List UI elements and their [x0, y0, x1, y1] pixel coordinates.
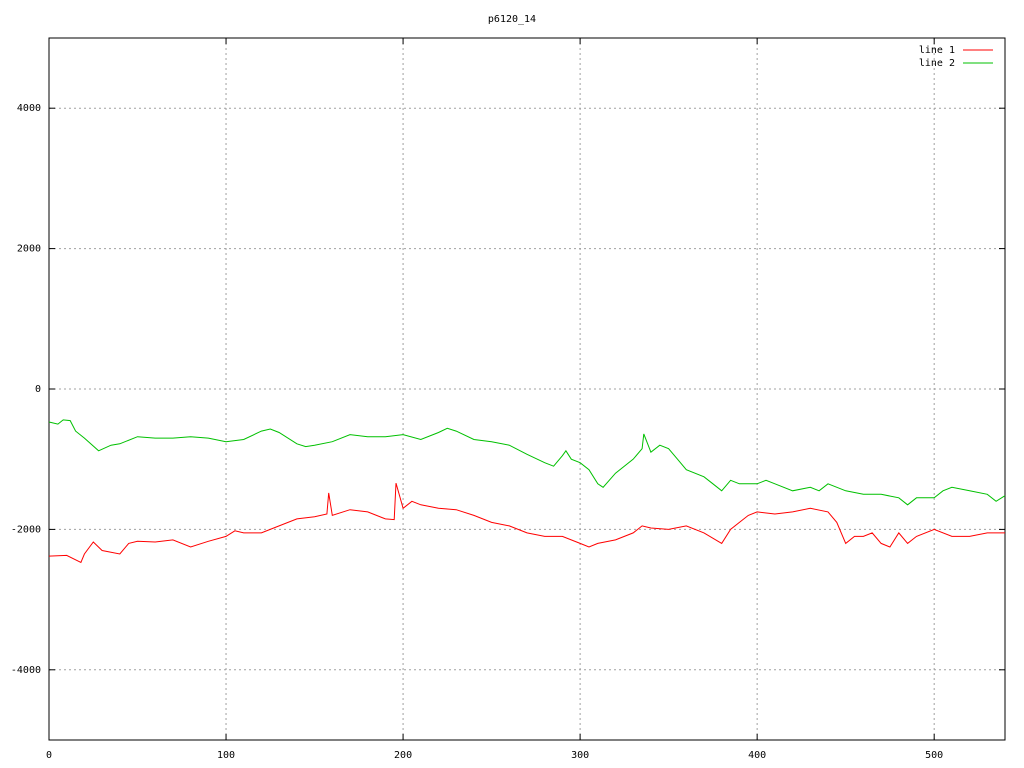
x-tick-label: 400: [748, 750, 766, 761]
x-tick-label: 200: [394, 750, 412, 761]
chart-title: p6120_14: [488, 14, 536, 25]
plot-frame: [48, 37, 1006, 741]
x-tick-label: 300: [571, 750, 589, 761]
y-tick-label: 0: [35, 384, 41, 395]
y-tick-label: -2000: [11, 524, 41, 535]
x-tick-label: 500: [925, 750, 943, 761]
series-line: [48, 419, 1006, 506]
legend-label: line 2: [919, 58, 955, 69]
x-tick-label: 0: [46, 750, 52, 761]
x-tick-label: 100: [217, 750, 235, 761]
y-tick-label: 2000: [17, 244, 41, 255]
series-line: [48, 482, 1005, 564]
y-tick-label: -4000: [11, 665, 41, 676]
legend-label: line 1: [919, 45, 955, 56]
y-tick-label: 4000: [17, 103, 41, 114]
